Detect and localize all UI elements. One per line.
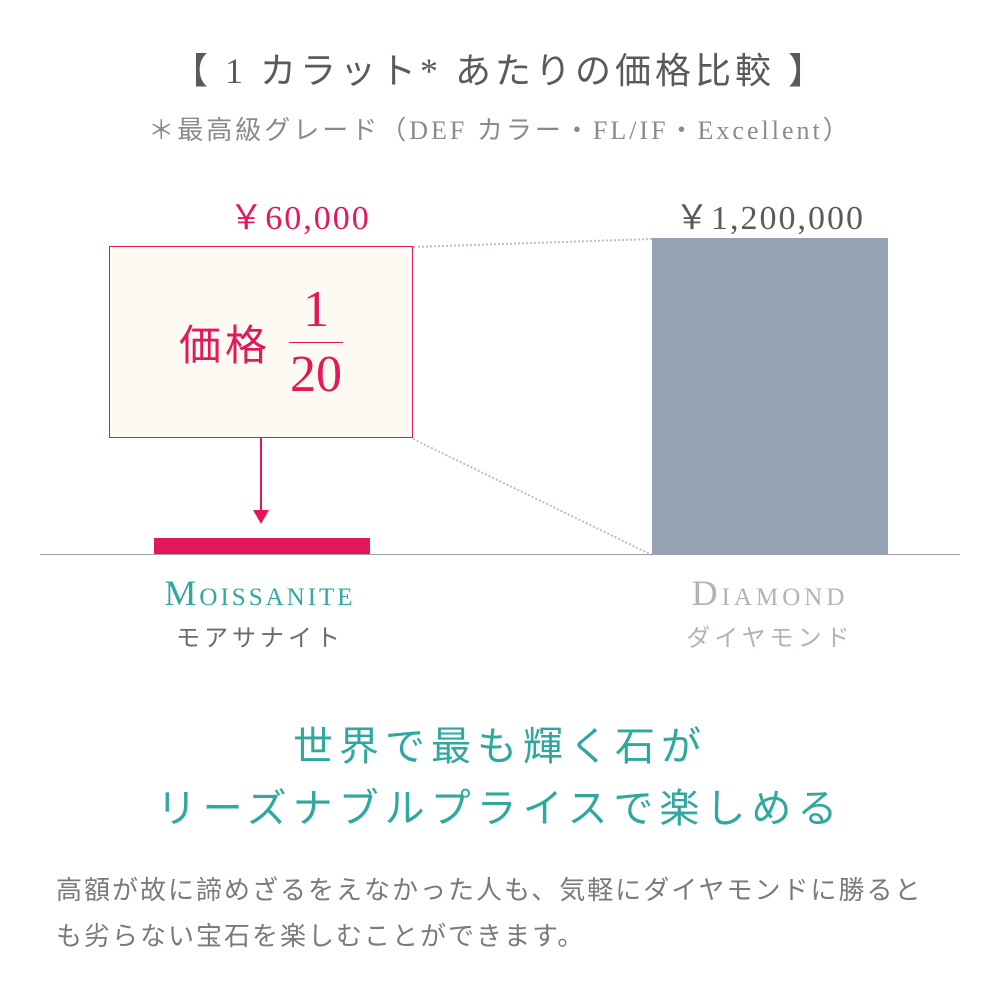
price-comparison-chart: ￥60,000 ￥1,200,000 価格 1 20 Moissanite モア… (0, 160, 1000, 700)
fraction-numerator: 1 (289, 284, 343, 343)
price-ratio-fraction: 1 20 (289, 284, 343, 401)
diamond-label-jp: ダイヤモンド (620, 618, 920, 653)
diamond-bar (652, 238, 888, 554)
price-ratio-label: 価格 (179, 312, 271, 373)
moissanite-price: ￥60,000 (170, 190, 430, 239)
page-subtitle: ＊最高級グレード（DEF カラー・FL/IF・Excellent） (0, 110, 1000, 147)
moissanite-label-en: Moissanite (100, 572, 420, 614)
moissanite-label-jp: モアサナイト (100, 618, 420, 653)
price-ratio-box: 価格 1 20 (109, 246, 413, 438)
diamond-price: ￥1,200,000 (640, 190, 900, 239)
headline-line-1: 世界で最も輝く石が (293, 724, 707, 769)
price-ratio-content: 価格 1 20 (179, 284, 343, 401)
chart-baseline (40, 554, 960, 555)
dotted-connector-bottom (413, 438, 653, 556)
body-text: 高額が故に諦めざるをえなかった人も、気軽にダイヤモンドに勝るとも劣らない宝石を楽… (56, 868, 944, 959)
dotted-connector-top (413, 238, 652, 248)
fraction-denominator: 20 (290, 343, 342, 401)
arrow-down-icon (253, 510, 269, 524)
page-title: 【 1 カラット* あたりの価格比較 】 (0, 0, 1000, 94)
arrow-down-line (260, 438, 262, 514)
headline-line-2: リーズナブルプライスで楽しめる (157, 786, 844, 831)
moissanite-bar (154, 538, 370, 554)
diamond-label-en: Diamond (620, 572, 920, 614)
headline: 世界で最も輝く石が リーズナブルプライスで楽しめる (0, 716, 1000, 840)
